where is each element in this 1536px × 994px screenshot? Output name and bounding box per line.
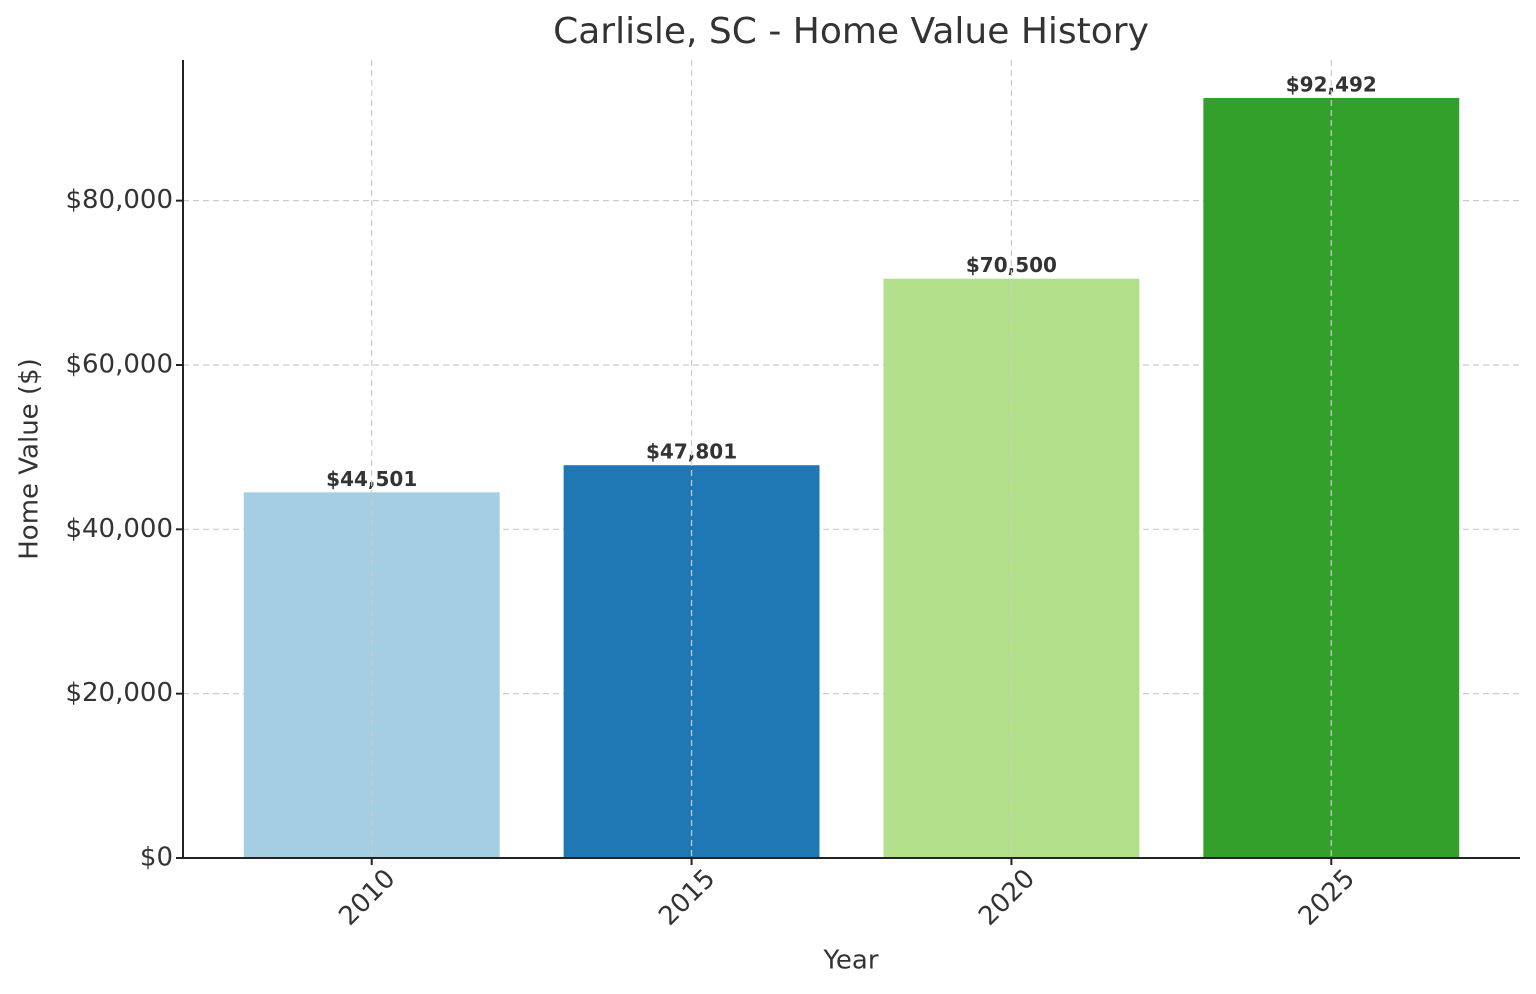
y-axis-label: Home Value ($) <box>15 358 45 560</box>
y-tick-label: $80,000 <box>65 185 173 215</box>
x-tick-label: 2025 <box>1293 864 1361 932</box>
x-axis-label: Year <box>822 946 878 976</box>
x-tick-label: 2020 <box>973 864 1041 932</box>
chart-title: Carlisle, SC - Home Value History <box>553 11 1149 52</box>
y-tick-label: $0 <box>140 843 173 873</box>
y-tick-label: $20,000 <box>65 678 173 708</box>
x-tick-label: 2010 <box>333 864 401 932</box>
y-tick-label: $60,000 <box>65 349 173 379</box>
y-tick-label: $40,000 <box>65 514 173 544</box>
x-tick-label: 2015 <box>653 864 721 932</box>
